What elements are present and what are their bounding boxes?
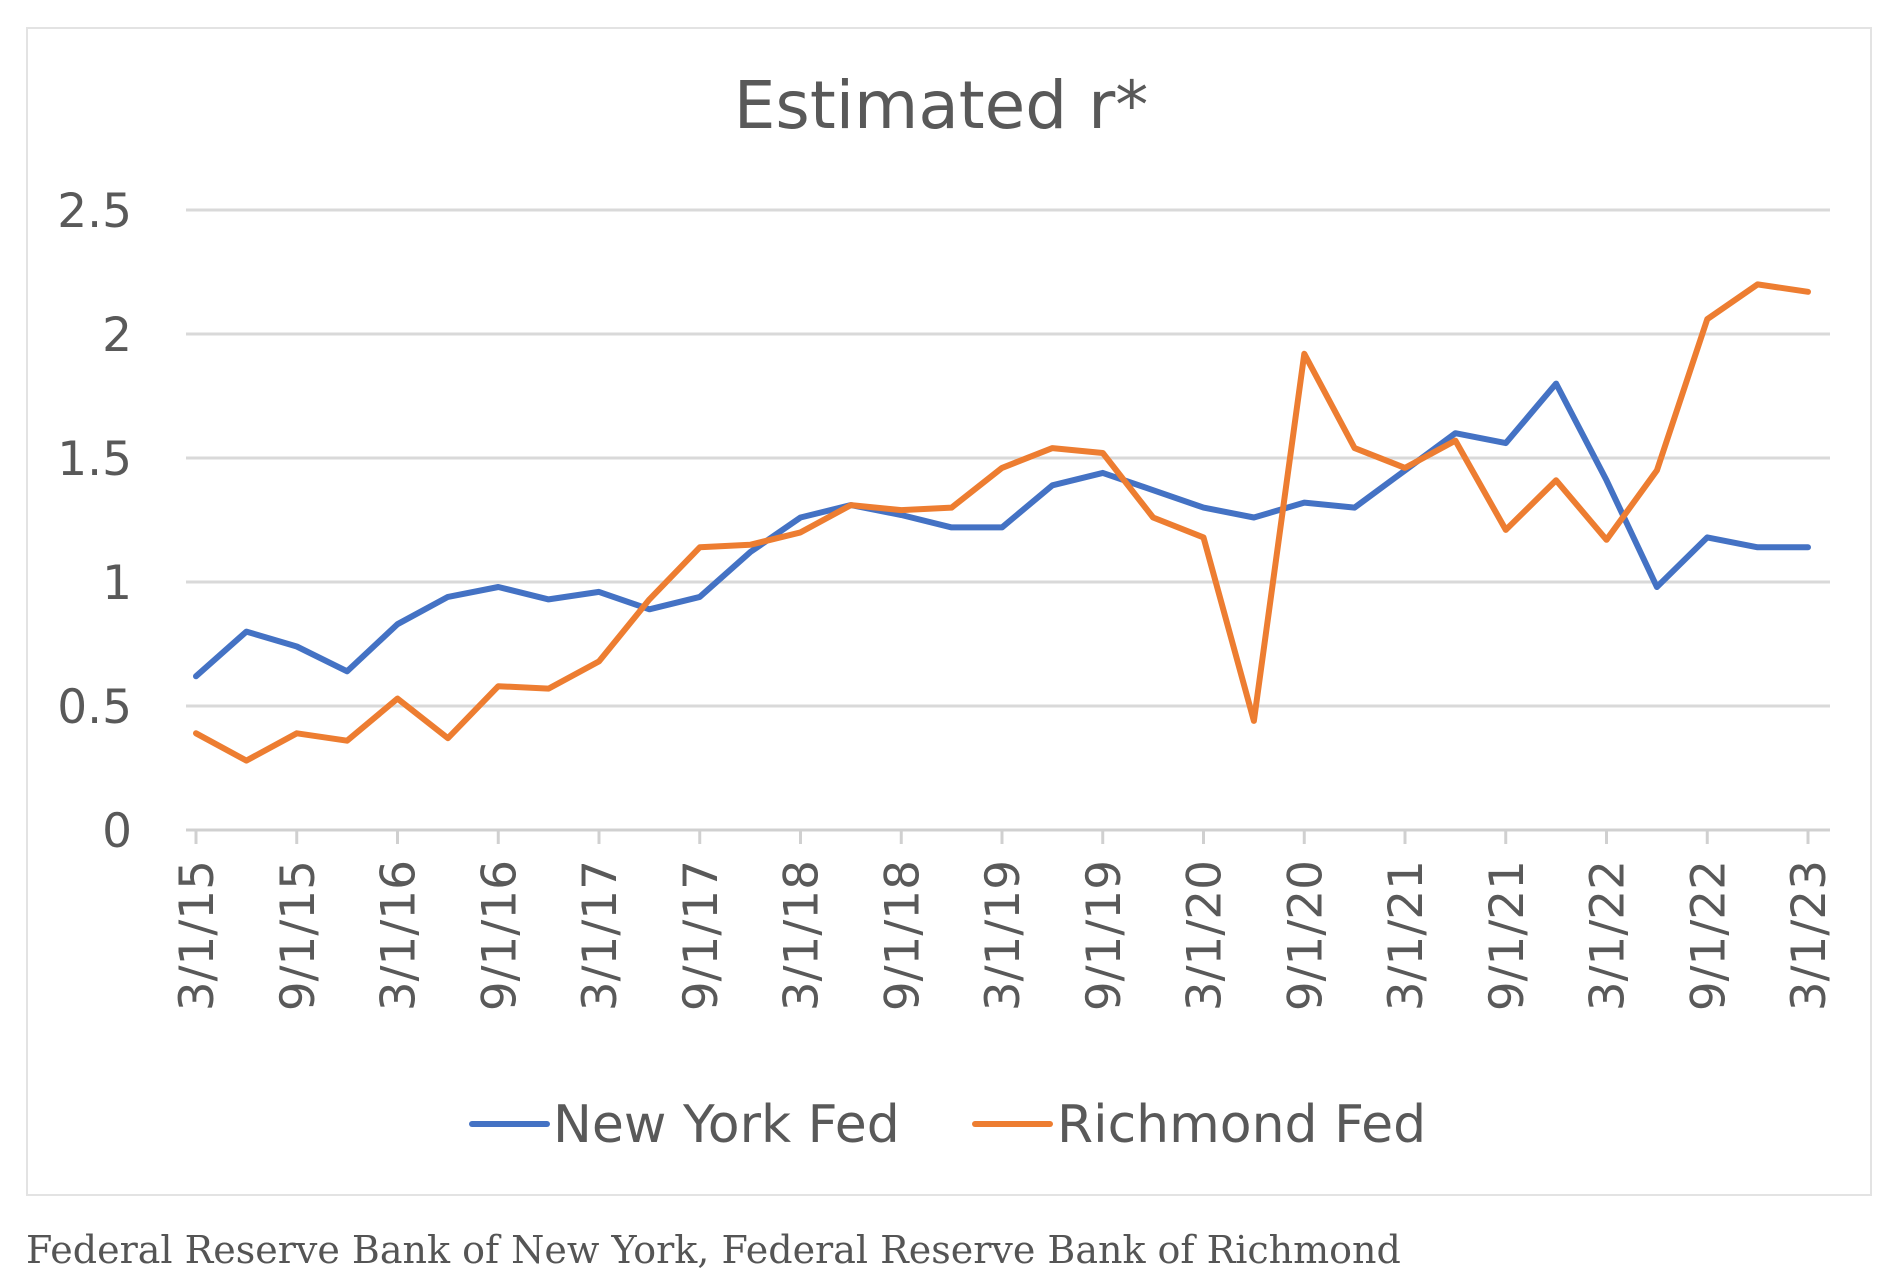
x-tick-label: 9/1/15 (271, 860, 326, 1011)
x-tick-label: 3/1/19 (976, 860, 1031, 1011)
y-tick-label: 1.5 (57, 432, 132, 487)
gridlines (186, 208, 1830, 708)
series-lines (193, 281, 1811, 764)
y-tick-label: 2 (102, 308, 132, 363)
x-tick-label: 3/1/23 (1782, 860, 1837, 1011)
y-tick-label: 1 (102, 556, 132, 611)
x-tick-label: 9/1/20 (1278, 860, 1333, 1011)
x-tick-label: 3/1/17 (573, 860, 628, 1011)
x-tick-label: 9/1/22 (1681, 860, 1736, 1011)
source-caption: Federal Reserve Bank of New York, Federa… (26, 1228, 1401, 1272)
chart-title: Estimated r* (734, 67, 1149, 144)
series-line-richmond-fed (193, 281, 1811, 764)
x-tick-label: 3/1/18 (775, 860, 830, 1011)
x-tick-label: 9/1/21 (1480, 860, 1535, 1011)
y-tick-label: 2.5 (57, 184, 132, 239)
series-line-new-york-fed (193, 380, 1811, 680)
y-axis-ticks: 0 0.5 1 1.5 2 2.5 (57, 184, 132, 859)
chart-frame (26, 27, 1872, 1196)
x-tick-label: 3/1/20 (1178, 860, 1233, 1011)
x-tick-label: 9/1/19 (1077, 860, 1132, 1011)
legend-label: New York Fed (553, 1095, 900, 1155)
x-tick-label: 9/1/18 (875, 860, 930, 1011)
x-tick-label: 3/1/16 (372, 860, 427, 1011)
legend: New York Fed Richmond Fed (469, 1095, 1426, 1155)
legend-label: Richmond Fed (1057, 1095, 1426, 1155)
x-tick-label: 9/1/16 (472, 860, 527, 1011)
x-tick-label: 3/1/22 (1581, 860, 1636, 1011)
y-tick-label: 0 (102, 804, 132, 859)
x-axis: 3/1/15 9/1/15 3/1/16 9/1/16 3/1/17 9/1/17 3/1/… (170, 828, 1837, 1011)
x-tick-label: 3/1/21 (1379, 860, 1434, 1011)
x-tick-label: 3/1/15 (170, 860, 225, 1011)
x-tick-label: 9/1/17 (674, 860, 729, 1011)
y-tick-label: 0.5 (57, 680, 132, 735)
